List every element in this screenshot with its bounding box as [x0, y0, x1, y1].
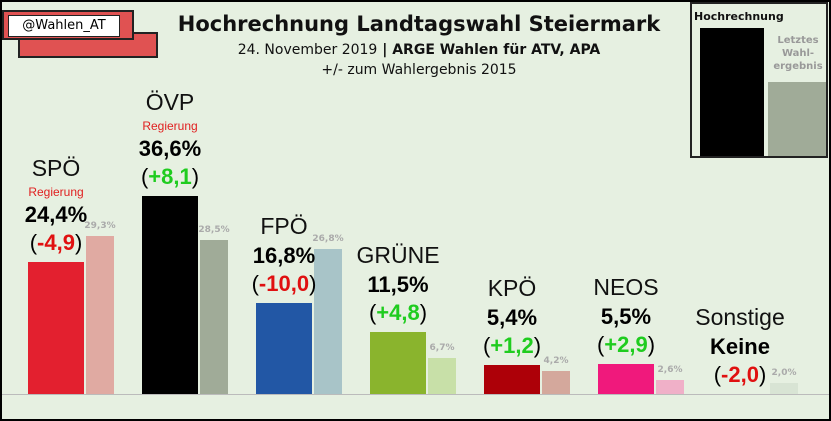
bar-current-kpo: [484, 365, 540, 394]
party-name-neos: NEOS: [593, 274, 659, 300]
previous-value-label-ovp: 28,5%: [198, 225, 230, 235]
bar-previous-sonstige: [770, 383, 798, 394]
bar-current-ovp: [142, 196, 198, 394]
current-value-label-neos: 5,5%: [600, 304, 652, 329]
chart-subtitle-change: +/- zum Wahlergebnis 2015: [321, 62, 517, 78]
change-label-kpo: (+1,2): [482, 333, 542, 358]
bar-previous-kpo: [542, 371, 570, 394]
change-value-ovp: +8,1: [148, 164, 192, 189]
previous-value-label-kpo: 4,2%: [543, 356, 569, 366]
change-label-sonstige: (-2,0): [713, 362, 767, 387]
bar-previous-grune: [428, 358, 456, 394]
bar-current-fpo: [256, 303, 312, 394]
chart-subtitle: 24. November 2019 | ARGE Wahlen für ATV,…: [154, 42, 684, 58]
bar-previous-ovp: [200, 240, 228, 394]
change-label-spo: (-4,9): [29, 230, 83, 255]
change-value-neos: +2,9: [604, 332, 648, 357]
subtitle-separator: |: [377, 42, 393, 58]
change-label-grune: (+4,8): [368, 300, 428, 325]
bar-previous-neos: [656, 380, 684, 394]
bar-current-spo: [28, 262, 84, 394]
party-name-kpo: KPÖ: [487, 275, 537, 301]
previous-value-label-spo: 29,3%: [84, 221, 116, 231]
change-value-sonstige: -2,0: [721, 362, 759, 387]
current-value-label-spo: 24,4%: [24, 202, 88, 227]
previous-value-label-sonstige: 2,0%: [771, 368, 797, 378]
current-value-label-fpo: 16,8%: [252, 243, 316, 268]
change-value-spo: -4,9: [37, 230, 75, 255]
governing-label-ovp: Regierung: [142, 119, 198, 133]
previous-value-label-fpo: 26,8%: [312, 234, 344, 244]
party-name-ovp: ÖVP: [145, 89, 195, 115]
previous-value-label-neos: 2,6%: [657, 365, 683, 375]
handle-label: @Wahlen_AT: [8, 15, 120, 37]
current-value-label-sonstige: Keine: [710, 334, 770, 359]
change-value-grune: +4,8: [376, 300, 420, 325]
party-name-sonstige: Sonstige: [695, 304, 785, 330]
change-label-fpo: (-10,0): [251, 271, 317, 296]
governing-label-spo: Regierung: [28, 185, 84, 199]
change-value-fpo: -10,0: [258, 271, 310, 296]
legend: Hochrechnung Letztes Wahl- ergebnis: [690, 2, 828, 158]
previous-value-label-grune: 6,7%: [429, 343, 455, 353]
change-value-kpo: +1,2: [490, 333, 534, 358]
legend-swatch-previous: [768, 82, 826, 156]
current-value-label-kpo: 5,4%: [486, 305, 538, 330]
chart-title: Hochrechnung Landtagswahl Steiermark: [177, 12, 661, 36]
handle-badge: @Wahlen_AT: [2, 2, 162, 62]
handle-badge-box: @Wahlen_AT: [2, 10, 134, 40]
bar-previous-spo: [86, 236, 114, 394]
change-label-neos: (+2,9): [596, 332, 656, 357]
current-value-label-ovp: 36,6%: [138, 136, 202, 161]
legend-label-current: Hochrechnung: [694, 10, 784, 23]
party-name-fpo: FPÖ: [260, 213, 308, 239]
subtitle-source: ARGE Wahlen für ATV, APA: [392, 42, 601, 58]
bar-current-grune: [370, 332, 426, 394]
change-label-ovp: (+8,1): [140, 164, 200, 189]
party-name-spo: SPÖ: [31, 155, 81, 181]
bar-previous-fpo: [314, 249, 342, 394]
party-name-grune: GRÜNE: [356, 242, 440, 268]
legend-label-previous: Letztes Wahl- ergebnis: [773, 35, 823, 72]
legend-swatch-current: [700, 28, 764, 156]
current-value-label-grune: 11,5%: [367, 272, 429, 297]
subtitle-date: 24. November 2019: [237, 42, 378, 58]
bar-current-neos: [598, 364, 654, 394]
chart-baseline: [2, 394, 829, 395]
